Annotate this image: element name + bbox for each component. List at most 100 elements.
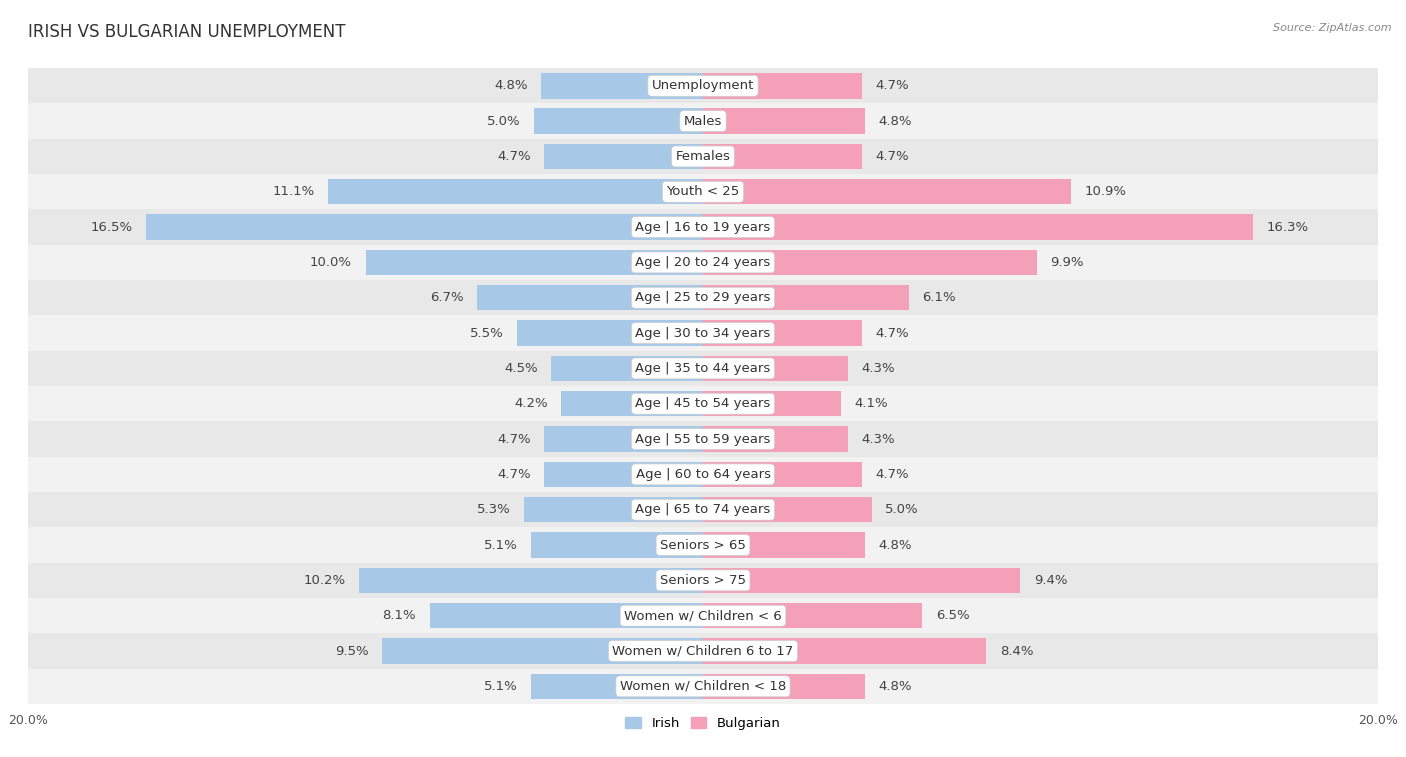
Bar [382, 638, 703, 664]
Bar [28, 422, 1378, 456]
Bar [703, 214, 1253, 240]
Text: Age | 45 to 54 years: Age | 45 to 54 years [636, 397, 770, 410]
Bar [703, 568, 1021, 593]
Bar [366, 250, 703, 275]
Bar [703, 603, 922, 628]
Text: Youth < 25: Youth < 25 [666, 185, 740, 198]
Text: Seniors > 75: Seniors > 75 [659, 574, 747, 587]
Text: Age | 20 to 24 years: Age | 20 to 24 years [636, 256, 770, 269]
Text: 10.2%: 10.2% [304, 574, 346, 587]
Bar [703, 108, 865, 134]
Bar [531, 674, 703, 699]
Text: 5.3%: 5.3% [477, 503, 510, 516]
Text: 4.2%: 4.2% [515, 397, 548, 410]
Bar [28, 245, 1378, 280]
Bar [703, 391, 841, 416]
Text: 4.5%: 4.5% [503, 362, 537, 375]
Text: 8.4%: 8.4% [1000, 644, 1033, 658]
Bar [551, 356, 703, 381]
Text: Seniors > 65: Seniors > 65 [659, 538, 747, 552]
Text: 10.0%: 10.0% [311, 256, 352, 269]
Text: 4.1%: 4.1% [855, 397, 889, 410]
Bar [28, 598, 1378, 634]
Text: Unemployment: Unemployment [652, 79, 754, 92]
Text: 16.3%: 16.3% [1267, 220, 1309, 234]
Bar [531, 532, 703, 558]
Bar [28, 280, 1378, 316]
Bar [544, 462, 703, 487]
Bar [28, 528, 1378, 562]
Bar [28, 174, 1378, 210]
Text: 8.1%: 8.1% [382, 609, 416, 622]
Bar [541, 73, 703, 98]
Text: Age | 65 to 74 years: Age | 65 to 74 years [636, 503, 770, 516]
Text: 5.0%: 5.0% [886, 503, 920, 516]
Text: 4.7%: 4.7% [498, 468, 531, 481]
Text: 6.7%: 6.7% [430, 291, 464, 304]
Text: 16.5%: 16.5% [90, 220, 132, 234]
Text: Females: Females [675, 150, 731, 163]
Bar [703, 285, 908, 310]
Bar [28, 210, 1378, 245]
Bar [703, 144, 862, 169]
Bar [28, 68, 1378, 104]
Text: Age | 25 to 29 years: Age | 25 to 29 years [636, 291, 770, 304]
Text: 4.7%: 4.7% [498, 150, 531, 163]
Bar [28, 386, 1378, 422]
Text: 5.0%: 5.0% [486, 114, 520, 128]
Text: Women w/ Children < 6: Women w/ Children < 6 [624, 609, 782, 622]
Text: 4.3%: 4.3% [862, 362, 896, 375]
Text: Women w/ Children < 18: Women w/ Children < 18 [620, 680, 786, 693]
Text: 5.1%: 5.1% [484, 538, 517, 552]
Bar [28, 668, 1378, 704]
Text: 4.7%: 4.7% [875, 468, 908, 481]
Text: Males: Males [683, 114, 723, 128]
Bar [703, 426, 848, 452]
Bar [146, 214, 703, 240]
Text: IRISH VS BULGARIAN UNEMPLOYMENT: IRISH VS BULGARIAN UNEMPLOYMENT [28, 23, 346, 41]
Bar [703, 638, 987, 664]
Bar [703, 320, 862, 346]
Text: 9.4%: 9.4% [1033, 574, 1067, 587]
Bar [28, 316, 1378, 350]
Text: Age | 55 to 59 years: Age | 55 to 59 years [636, 432, 770, 446]
Bar [430, 603, 703, 628]
Text: 4.7%: 4.7% [875, 150, 908, 163]
Text: 4.8%: 4.8% [879, 680, 912, 693]
Bar [703, 356, 848, 381]
Text: 10.9%: 10.9% [1084, 185, 1126, 198]
Bar [703, 497, 872, 522]
Bar [359, 568, 703, 593]
Bar [28, 562, 1378, 598]
Bar [329, 179, 703, 204]
Bar [28, 634, 1378, 668]
Text: 4.8%: 4.8% [879, 538, 912, 552]
Bar [703, 73, 862, 98]
Bar [703, 674, 865, 699]
Text: Age | 16 to 19 years: Age | 16 to 19 years [636, 220, 770, 234]
Legend: Irish, Bulgarian: Irish, Bulgarian [620, 712, 786, 736]
Text: 6.5%: 6.5% [936, 609, 970, 622]
Bar [544, 426, 703, 452]
Bar [703, 250, 1038, 275]
Text: 9.9%: 9.9% [1050, 256, 1084, 269]
Text: 4.7%: 4.7% [875, 326, 908, 340]
Bar [28, 104, 1378, 139]
Text: Age | 35 to 44 years: Age | 35 to 44 years [636, 362, 770, 375]
Bar [703, 179, 1071, 204]
Bar [517, 320, 703, 346]
Bar [561, 391, 703, 416]
Text: Source: ZipAtlas.com: Source: ZipAtlas.com [1274, 23, 1392, 33]
Text: 4.7%: 4.7% [875, 79, 908, 92]
Text: 4.8%: 4.8% [494, 79, 527, 92]
Text: 5.5%: 5.5% [470, 326, 503, 340]
Text: 4.8%: 4.8% [879, 114, 912, 128]
Text: 11.1%: 11.1% [273, 185, 315, 198]
Bar [703, 462, 862, 487]
Text: 9.5%: 9.5% [335, 644, 368, 658]
Bar [28, 139, 1378, 174]
Bar [477, 285, 703, 310]
Text: 4.3%: 4.3% [862, 432, 896, 446]
Text: 4.7%: 4.7% [498, 432, 531, 446]
Bar [28, 492, 1378, 528]
